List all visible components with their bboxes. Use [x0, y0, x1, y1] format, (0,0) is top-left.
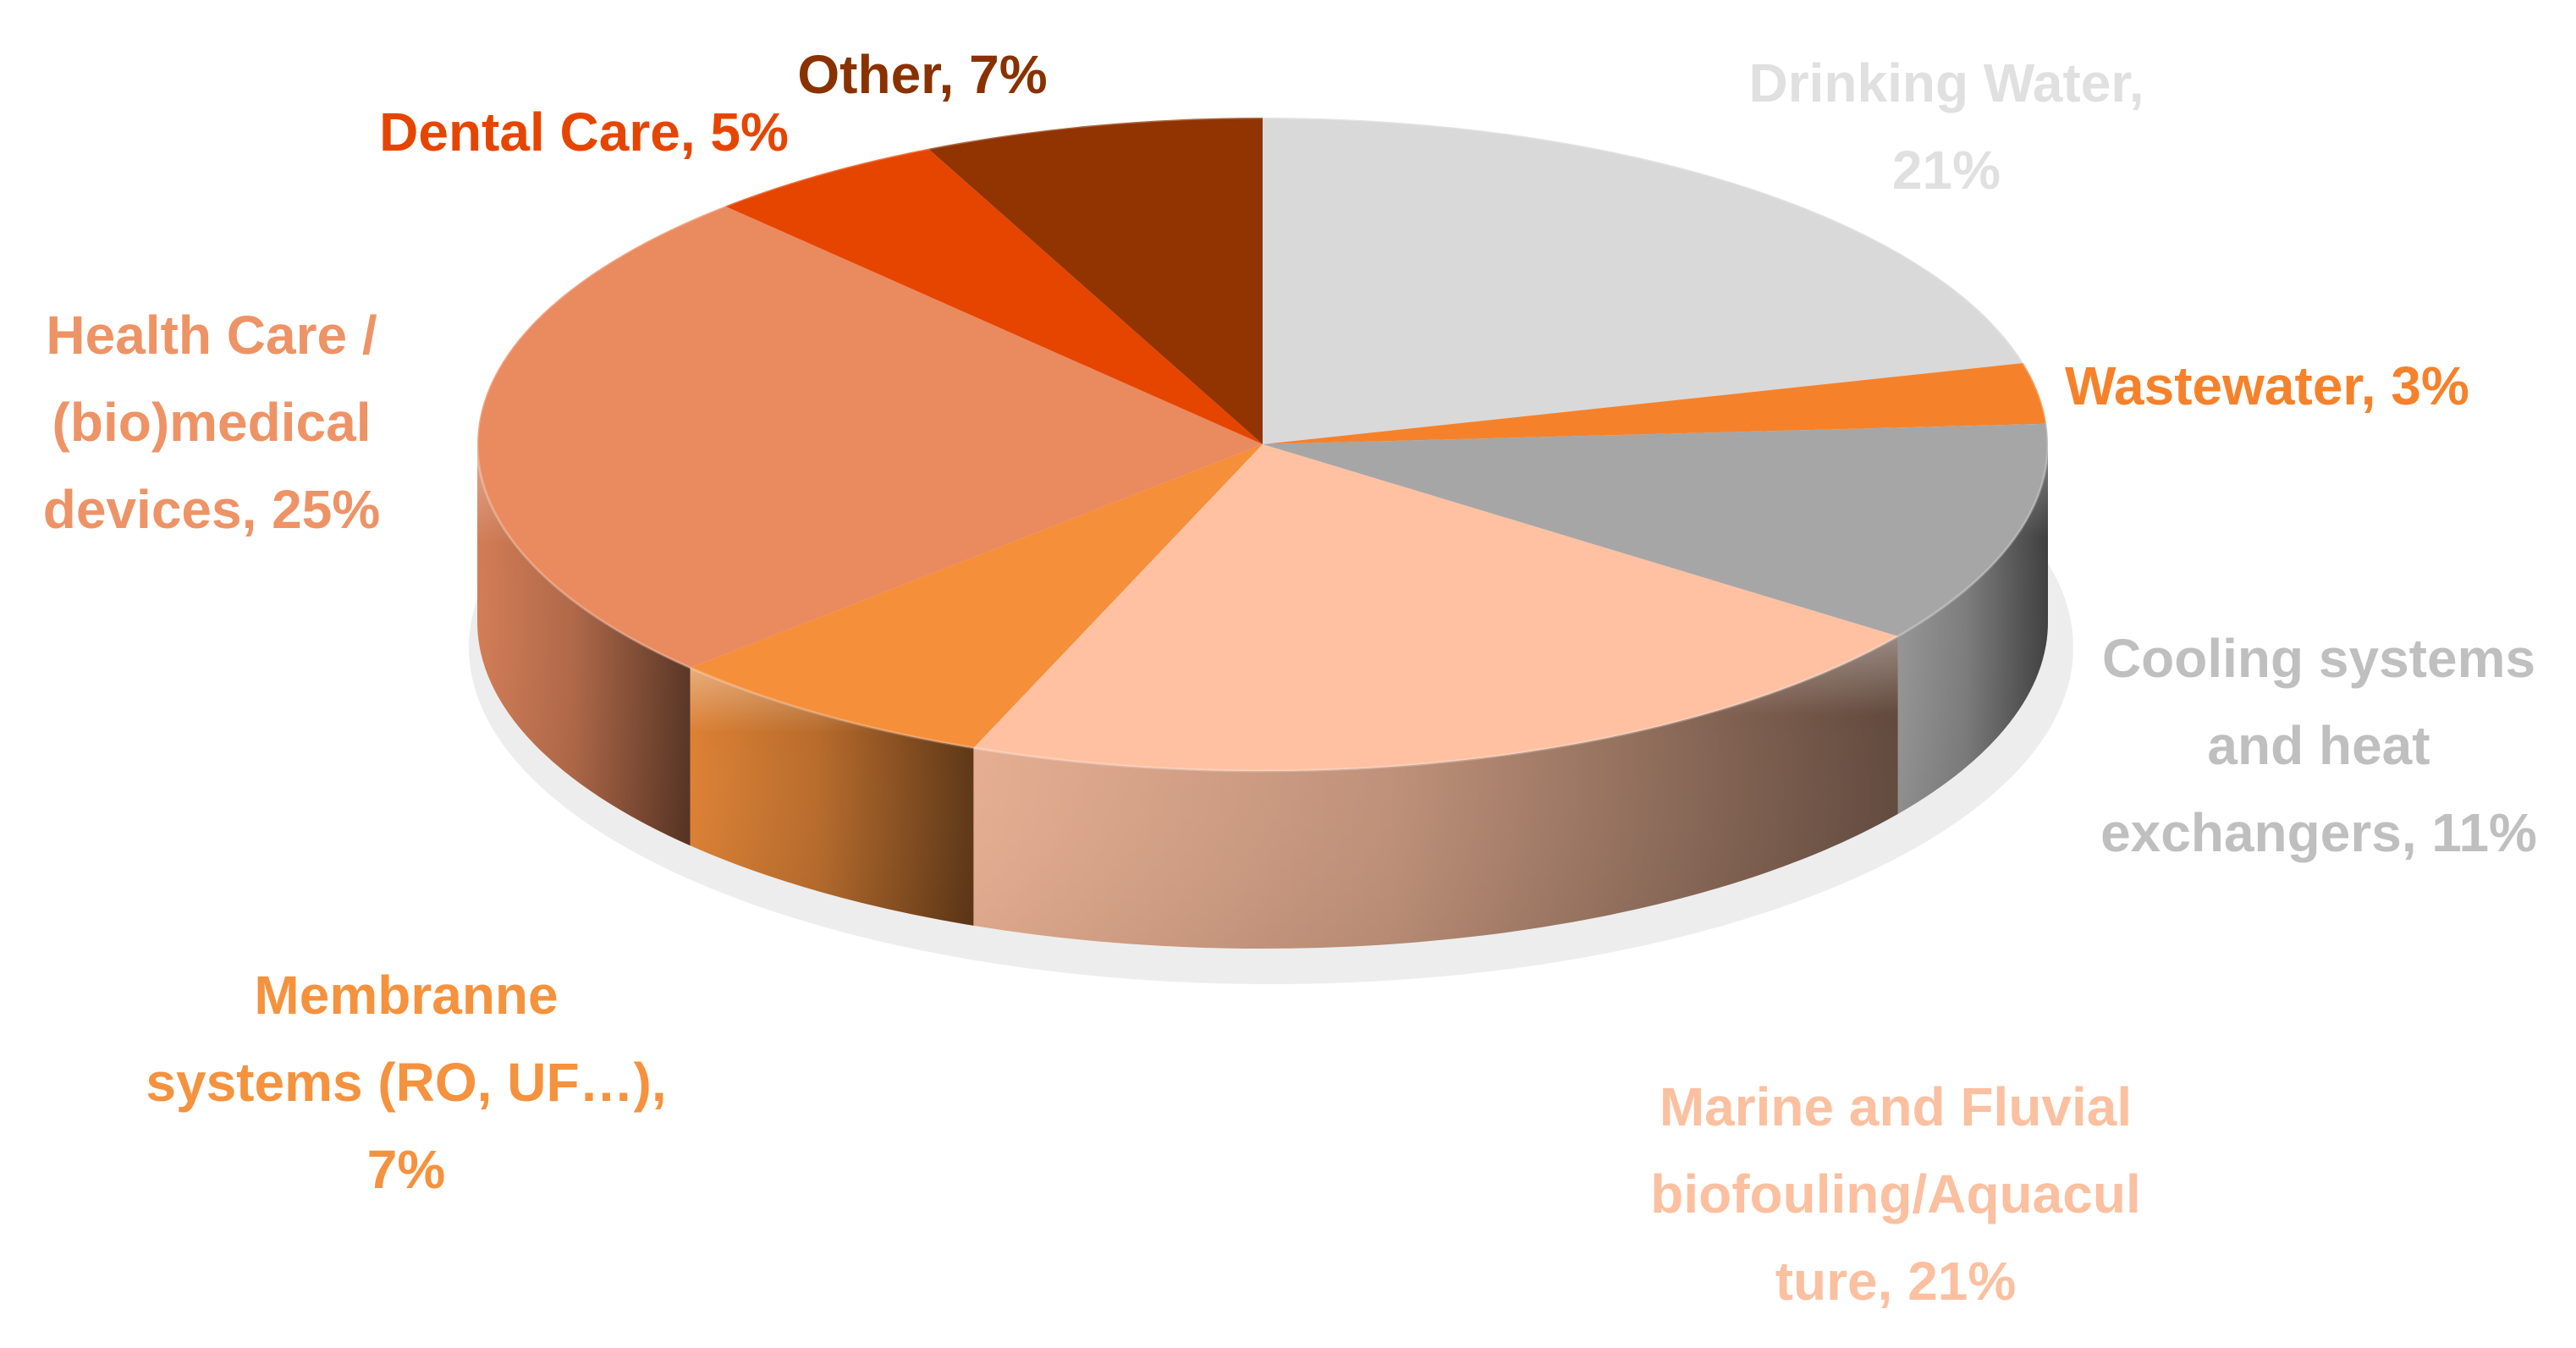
- pie-slice-other: [927, 118, 1263, 444]
- pie-slice-marine-and-fluvial-biofouling-aquaculture: [973, 444, 1898, 772]
- data-label-drinking-water: Drinking Water, 21%: [1748, 52, 2144, 201]
- data-label-line: Health Care /: [46, 305, 377, 366]
- data-label-line: exchangers, 11%: [2100, 802, 2537, 863]
- pie-labels: Drinking Water, 21% Wastewater, 3% Cooling …: [43, 44, 2537, 1312]
- pie-slice-cooling-systems-and-heat-exchangers: [1263, 423, 2048, 636]
- data-label-line: Drinking Water,: [1748, 52, 2144, 113]
- pie-rim: [476, 116, 2050, 773]
- data-label-line: (bio)medical: [52, 392, 372, 453]
- data-label-line: systems (RO, UF…),: [146, 1052, 666, 1113]
- data-label-line: Wastewater, 3%: [2065, 355, 2469, 416]
- pie-side-membranne-systems-ro-uf-highlight: [690, 668, 974, 926]
- data-label-line: Marine and Fluvial: [1660, 1076, 2132, 1137]
- data-label-line: 7%: [367, 1139, 446, 1200]
- data-label-line: ture, 21%: [1775, 1251, 2017, 1312]
- data-label-health-care-bio-medical-devices: Health Care / (bio)medical devices, 25%: [43, 305, 381, 540]
- data-label-marine-and-fluvial-biofouling-aquaculture: Marine and Fluvial biofouling/Aquacul ture…: [1650, 1076, 2140, 1312]
- pie-side-cooling-systems-and-heat-exchangers-highlight: [1897, 444, 2048, 814]
- data-label-line: Cooling systems: [2102, 628, 2535, 689]
- data-label-dental-care: Dental Care, 5%: [379, 102, 789, 162]
- pie-sides: [477, 444, 2048, 949]
- data-label-line: Other, 7%: [797, 44, 1047, 105]
- data-label-line: and heat: [2207, 715, 2430, 776]
- pie-side-marine-and-fluvial-biofouling-aquaculture-highlight: [973, 635, 1898, 949]
- data-label-wastewater: Wastewater, 3%: [2065, 355, 2469, 416]
- pie-side-health-care-bio-medical-devices-highlight: [477, 444, 691, 846]
- data-label-line: devices, 25%: [43, 479, 381, 540]
- data-label-line: 21%: [1892, 140, 2001, 201]
- pie-slice-dental-care: [724, 148, 1263, 444]
- data-label-line: biofouling/Aquacul: [1650, 1164, 2140, 1224]
- pie-slices: [476, 116, 2050, 773]
- data-label-membranne-systems-ro-uf: Membranne systems (RO, UF…), 7%: [146, 965, 666, 1200]
- data-label-line: Membranne: [254, 965, 558, 1026]
- pie-slice-wastewater: [1263, 363, 2047, 444]
- pie-slice-drinking-water: [1263, 118, 2023, 444]
- pie-slice-health-care-bio-medical-devices: [477, 206, 1263, 668]
- pie-slice-membranne-systems-ro-uf: [690, 444, 1263, 748]
- data-label-other: Other, 7%: [797, 44, 1047, 105]
- data-label-line: Dental Care, 5%: [379, 102, 789, 162]
- data-label-cooling-systems-and-heat-exchangers: Cooling systems and heat exchangers, 11%: [2100, 628, 2537, 863]
